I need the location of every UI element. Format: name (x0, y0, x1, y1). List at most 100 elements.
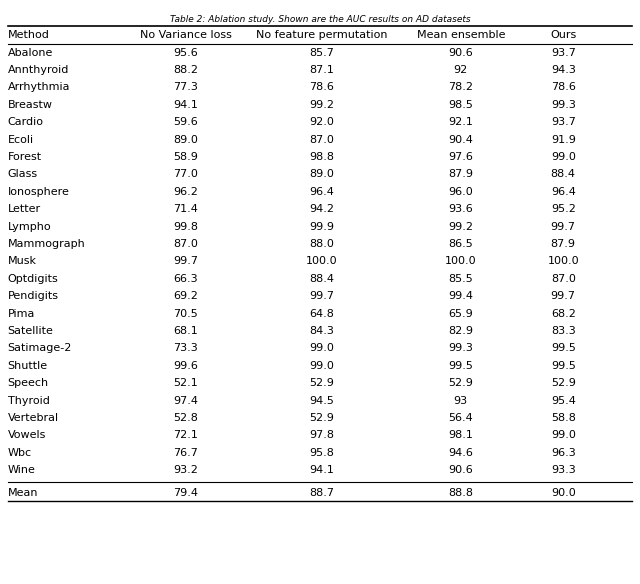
Text: 99.9: 99.9 (309, 221, 334, 232)
Text: Mammograph: Mammograph (8, 239, 85, 249)
Text: 64.8: 64.8 (309, 308, 334, 319)
Text: 92.0: 92.0 (309, 117, 334, 127)
Text: 96.4: 96.4 (309, 187, 334, 197)
Text: 88.2: 88.2 (173, 65, 198, 75)
Text: 87.9: 87.9 (448, 169, 474, 179)
Text: 97.8: 97.8 (309, 430, 334, 440)
Text: Annthyroid: Annthyroid (8, 65, 69, 75)
Text: 52.9: 52.9 (309, 378, 334, 388)
Text: 73.3: 73.3 (173, 343, 198, 353)
Text: 94.1: 94.1 (173, 100, 198, 110)
Text: 93.7: 93.7 (551, 117, 575, 127)
Text: 52.8: 52.8 (173, 413, 198, 423)
Text: 78.6: 78.6 (309, 82, 334, 92)
Text: Wbc: Wbc (8, 448, 32, 458)
Text: 52.9: 52.9 (551, 378, 575, 388)
Text: 99.7: 99.7 (173, 256, 198, 266)
Text: 88.4: 88.4 (550, 169, 576, 179)
Text: 79.4: 79.4 (173, 488, 198, 498)
Text: Optdigits: Optdigits (8, 274, 58, 284)
Text: 87.0: 87.0 (551, 274, 575, 284)
Text: 83.3: 83.3 (551, 326, 575, 336)
Text: Cardio: Cardio (8, 117, 44, 127)
Text: Forest: Forest (8, 152, 42, 162)
Text: 100.0: 100.0 (445, 256, 477, 266)
Text: 77.3: 77.3 (173, 82, 198, 92)
Text: 93.7: 93.7 (551, 47, 575, 58)
Text: 93.3: 93.3 (551, 465, 575, 475)
Text: Pendigits: Pendigits (8, 291, 59, 301)
Text: Mean ensemble: Mean ensemble (417, 30, 505, 40)
Text: 52.9: 52.9 (309, 413, 334, 423)
Text: 99.3: 99.3 (551, 100, 575, 110)
Text: No feature permutation: No feature permutation (256, 30, 387, 40)
Text: 99.5: 99.5 (551, 361, 575, 371)
Text: Breastw: Breastw (8, 100, 52, 110)
Text: 95.2: 95.2 (551, 204, 575, 214)
Text: Pima: Pima (8, 308, 35, 319)
Text: 96.2: 96.2 (173, 187, 198, 197)
Text: 88.0: 88.0 (309, 239, 334, 249)
Text: 93.2: 93.2 (173, 465, 198, 475)
Text: 99.6: 99.6 (173, 361, 198, 371)
Text: Vowels: Vowels (8, 430, 46, 440)
Text: 56.4: 56.4 (449, 413, 473, 423)
Text: Method: Method (8, 30, 49, 40)
Text: 99.0: 99.0 (551, 152, 575, 162)
Text: Ours: Ours (550, 30, 577, 40)
Text: 98.5: 98.5 (449, 100, 473, 110)
Text: 94.3: 94.3 (551, 65, 575, 75)
Text: 78.2: 78.2 (448, 82, 474, 92)
Text: 90.0: 90.0 (551, 488, 575, 498)
Text: 90.6: 90.6 (449, 465, 473, 475)
Text: 94.2: 94.2 (309, 204, 334, 214)
Text: 66.3: 66.3 (173, 274, 198, 284)
Text: 68.1: 68.1 (173, 326, 198, 336)
Text: Speech: Speech (8, 378, 49, 388)
Text: 100.0: 100.0 (306, 256, 337, 266)
Text: 69.2: 69.2 (173, 291, 198, 301)
Text: 93.6: 93.6 (449, 204, 473, 214)
Text: 99.5: 99.5 (449, 361, 473, 371)
Text: Satellite: Satellite (8, 326, 54, 336)
Text: 86.5: 86.5 (449, 239, 473, 249)
Text: 68.2: 68.2 (551, 308, 575, 319)
Text: 90.6: 90.6 (449, 47, 473, 58)
Text: 70.5: 70.5 (173, 308, 198, 319)
Text: 88.7: 88.7 (309, 488, 334, 498)
Text: 96.4: 96.4 (551, 187, 575, 197)
Text: 90.4: 90.4 (449, 134, 473, 145)
Text: 87.0: 87.0 (309, 134, 334, 145)
Text: 99.7: 99.7 (309, 291, 334, 301)
Text: 99.2: 99.2 (309, 100, 334, 110)
Text: 58.8: 58.8 (551, 413, 575, 423)
Text: 95.6: 95.6 (173, 47, 198, 58)
Text: 87.9: 87.9 (550, 239, 576, 249)
Text: 99.2: 99.2 (448, 221, 474, 232)
Text: 99.7: 99.7 (550, 291, 576, 301)
Text: 87.1: 87.1 (309, 65, 334, 75)
Text: 99.4: 99.4 (448, 291, 474, 301)
Text: 87.0: 87.0 (173, 239, 198, 249)
Text: 89.0: 89.0 (173, 134, 198, 145)
Text: Abalone: Abalone (8, 47, 53, 58)
Text: Vertebral: Vertebral (8, 413, 59, 423)
Text: 84.3: 84.3 (309, 326, 334, 336)
Text: 97.4: 97.4 (173, 395, 198, 406)
Text: 99.7: 99.7 (550, 221, 576, 232)
Text: 94.6: 94.6 (449, 448, 473, 458)
Text: 52.9: 52.9 (449, 378, 473, 388)
Text: Glass: Glass (8, 169, 38, 179)
Text: 96.0: 96.0 (449, 187, 473, 197)
Text: 99.0: 99.0 (551, 430, 575, 440)
Text: Letter: Letter (8, 204, 41, 214)
Text: 98.8: 98.8 (309, 152, 334, 162)
Text: 58.9: 58.9 (173, 152, 198, 162)
Text: 99.8: 99.8 (173, 221, 198, 232)
Text: 88.8: 88.8 (448, 488, 474, 498)
Text: 92: 92 (454, 65, 468, 75)
Text: Mean: Mean (8, 488, 38, 498)
Text: Table 2: Ablation study. Shown are the AUC results on AD datasets: Table 2: Ablation study. Shown are the A… (170, 15, 470, 23)
Text: 76.7: 76.7 (173, 448, 198, 458)
Text: 96.3: 96.3 (551, 448, 575, 458)
